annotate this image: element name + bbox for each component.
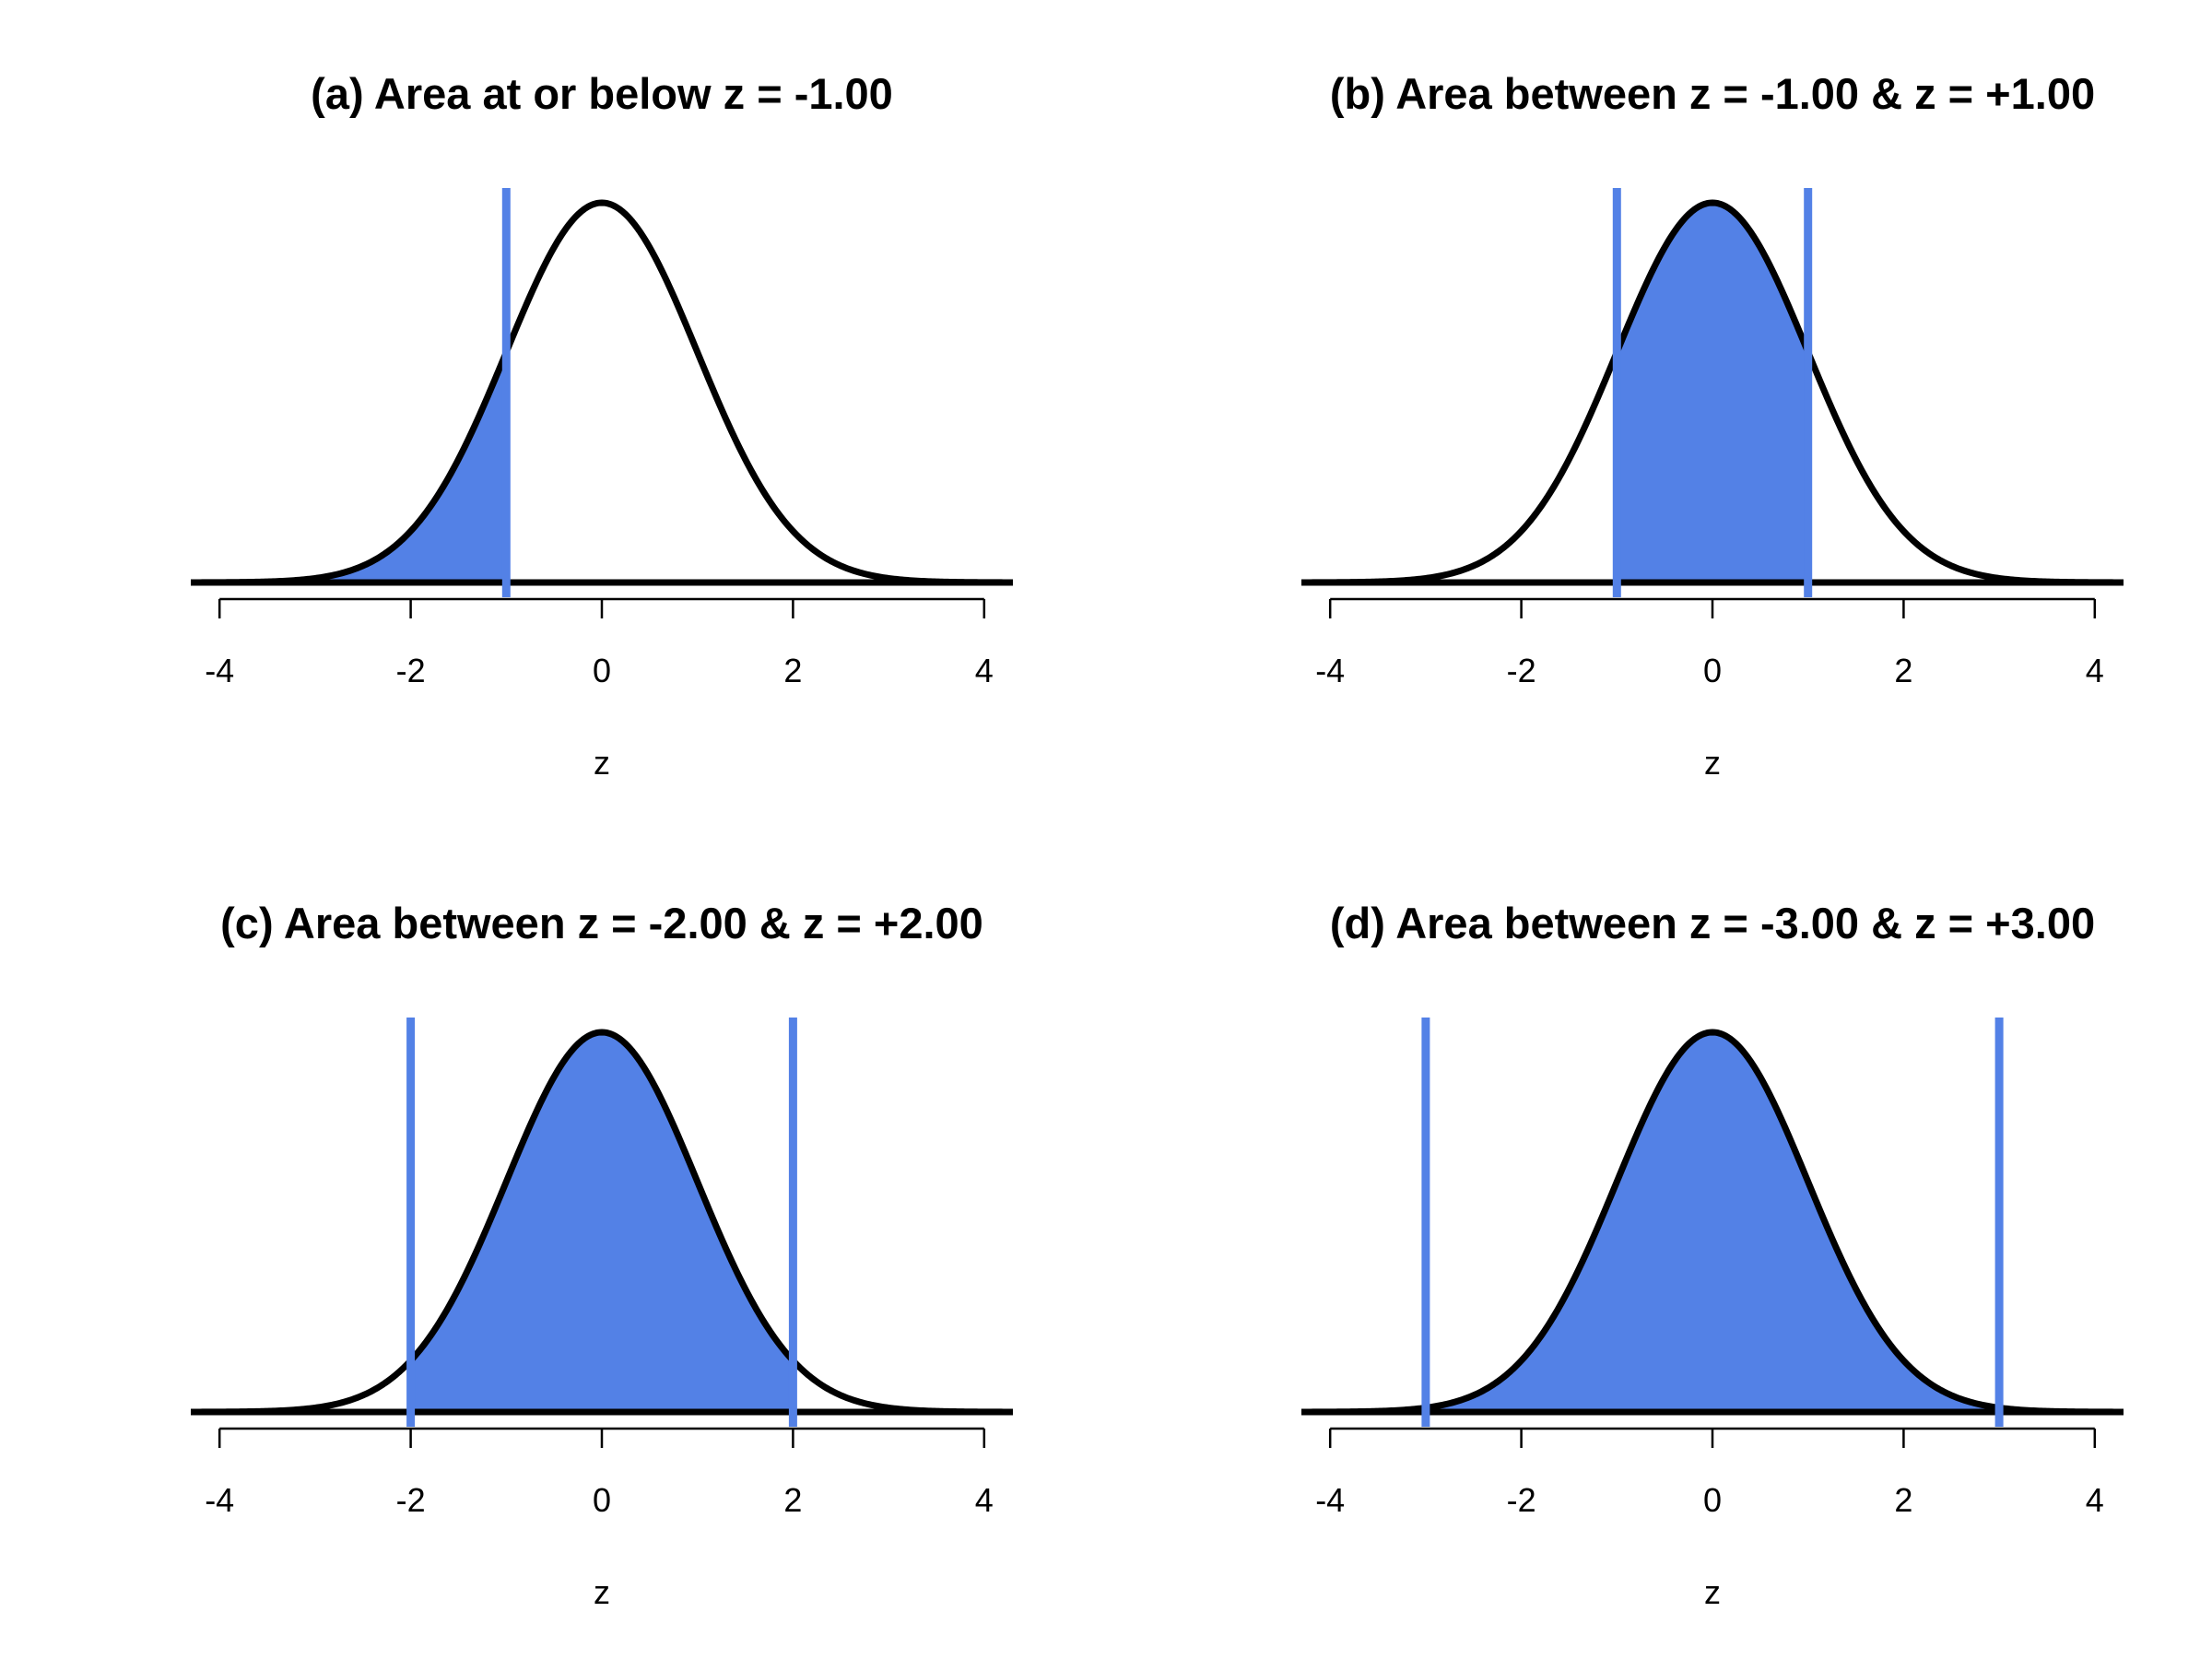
- panel-c: (c) Area between z = -2.00 & z = +2.00 z…: [0, 830, 1106, 1659]
- panel-b: (b) Area between z = -1.00 & z = +1.00 z…: [1106, 0, 2212, 830]
- x-tick-label: 0: [593, 1481, 611, 1519]
- x-tick-label: 0: [1703, 1481, 1722, 1519]
- x-axis-label: z: [1704, 1573, 1721, 1611]
- x-axis-label: z: [594, 744, 610, 782]
- x-tick-label: -2: [396, 1481, 426, 1519]
- x-axis-label: z: [1704, 744, 1721, 782]
- x-tick-label: 0: [1703, 652, 1722, 689]
- x-tick-label: -4: [1315, 652, 1345, 689]
- x-tick-label: -2: [1507, 652, 1536, 689]
- panel-a: (a) Area at or below z = -1.00 z -4 -2 0 2 4: [0, 0, 1106, 830]
- x-tick-label: -4: [1315, 1481, 1345, 1519]
- x-tick-label: -2: [396, 652, 426, 689]
- chart-b: (b) Area between z = -1.00 & z = +1.00 z…: [1300, 69, 2125, 782]
- chart-a: (a) Area at or below z = -1.00 z -4 -2 0 2 4: [189, 69, 1015, 782]
- x-tick-label: 0: [593, 652, 611, 689]
- shaded-area: [191, 352, 507, 582]
- shaded-area: [1425, 1032, 2000, 1412]
- x-tick-label: -4: [205, 652, 234, 689]
- x-tick-label: -2: [1507, 1481, 1536, 1519]
- x-tick-label: 4: [2086, 1481, 2104, 1519]
- chart-title: (d) Area between z = -3.00 & z = +3.00: [1330, 899, 2095, 947]
- shaded-area: [1617, 203, 1808, 582]
- chart-c: (c) Area between z = -2.00 & z = +2.00 z…: [189, 899, 1015, 1611]
- x-tick-label: 4: [975, 652, 994, 689]
- x-tick-label: 4: [2086, 652, 2104, 689]
- x-tick-label: 4: [975, 1481, 994, 1519]
- chart-title: (c) Area between z = -2.00 & z = +2.00: [220, 899, 983, 947]
- shaded-area: [410, 1032, 794, 1412]
- density-curve: [1300, 199, 2125, 586]
- x-tick-label: 2: [783, 1481, 802, 1519]
- density-curve: [189, 199, 1015, 586]
- density-curve: [189, 1029, 1015, 1416]
- x-tick-label: 2: [1894, 1481, 1912, 1519]
- x-axis-label: z: [594, 1573, 610, 1611]
- chart-title: (b) Area between z = -1.00 & z = +1.00: [1330, 69, 2095, 118]
- panel-d: (d) Area between z = -3.00 & z = +3.00 z…: [1106, 830, 2212, 1659]
- x-tick-label: 2: [783, 652, 802, 689]
- chart-title: (a) Area at or below z = -1.00: [311, 69, 893, 118]
- chart-d: (d) Area between z = -3.00 & z = +3.00 z…: [1300, 899, 2125, 1611]
- x-tick-label: 2: [1894, 652, 1912, 689]
- density-curve: [1300, 1029, 2125, 1416]
- x-tick-label: -4: [205, 1481, 234, 1519]
